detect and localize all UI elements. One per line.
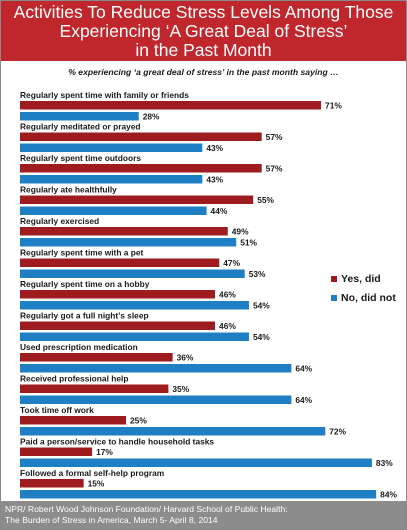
data-label: 47%	[223, 258, 240, 268]
data-label: 57%	[266, 164, 283, 174]
data-label: 43%	[206, 143, 223, 153]
bar-yes-did	[20, 290, 216, 299]
category-label: Regularly meditated or prayed	[20, 122, 141, 132]
data-label: 49%	[232, 227, 249, 237]
data-label: 64%	[295, 364, 312, 374]
bar-yes-did	[20, 384, 169, 393]
bar-no-did-not	[20, 395, 292, 404]
bar-no-did-not	[20, 269, 245, 278]
source-footer: NPR/ Robert Wood Johnson Foundation/ Har…	[1, 501, 406, 529]
data-label: 43%	[206, 175, 223, 185]
data-label: 28%	[143, 112, 160, 122]
category-label: Regularly spent time with family or frie…	[20, 90, 189, 100]
data-label: 84%	[380, 490, 397, 500]
bar-no-did-not	[20, 238, 237, 247]
category-label: Received professional help	[20, 374, 128, 384]
bar-yes-did	[20, 195, 254, 204]
bar-no-did-not	[20, 301, 249, 310]
data-label: 36%	[177, 353, 194, 363]
bar-yes-did	[20, 353, 173, 362]
data-label: 25%	[130, 416, 147, 426]
bar-no-did-not	[20, 364, 292, 373]
data-label: 55%	[257, 195, 274, 205]
bar-chart: Regularly spent time with family or frie…	[20, 90, 397, 500]
data-label: 46%	[219, 290, 236, 300]
bar-yes-did	[20, 321, 216, 330]
source-line-1: NPR/ Robert Wood Johnson Foundation/ Har…	[5, 504, 288, 514]
source-line-2: The Burden of Stress in America, March 5…	[5, 515, 218, 525]
data-label: 72%	[329, 427, 346, 437]
legend-label-yes: Yes, did	[341, 273, 381, 285]
bar-no-did-not	[20, 332, 249, 341]
bar-no-did-not	[20, 206, 207, 215]
data-label: 54%	[253, 332, 270, 342]
category-label: Regularly ate healthfully	[20, 185, 117, 195]
title-banner: Activities To Reduce Stress Levels Among…	[1, 1, 406, 61]
bar-yes-did	[20, 132, 262, 141]
data-label: 44%	[211, 206, 228, 216]
bar-no-did-not	[20, 490, 377, 499]
category-label: Regularly spent time outdoors	[20, 153, 141, 163]
bar-yes-did	[20, 447, 93, 456]
bar-yes-did	[20, 416, 126, 425]
category-label: Regularly exercised	[20, 216, 99, 226]
chart-subtitle: % experiencing ‘a great deal of stress’ …	[68, 67, 339, 77]
chart-title-line-1: Activities To Reduce Stress Levels Among…	[13, 2, 394, 22]
data-label: 46%	[219, 321, 236, 331]
legend-swatch-no	[331, 295, 337, 301]
bar-no-did-not	[20, 143, 203, 152]
bar-yes-did	[20, 227, 228, 236]
chart-title-line-3: in the Past Month	[135, 40, 272, 60]
data-label: 71%	[325, 101, 342, 111]
category-label: Regularly got a full night’s sleep	[20, 311, 149, 321]
chart-title-line-2: Experiencing ‘A Great Deal of Stress’	[59, 21, 348, 41]
data-label: 17%	[96, 447, 113, 457]
data-label: 57%	[266, 132, 283, 142]
bar-yes-did	[20, 101, 322, 110]
category-label: Paid a person/service to handle househol…	[20, 437, 214, 447]
bar-yes-did	[20, 164, 262, 173]
bar-yes-did	[20, 258, 220, 267]
data-label: 54%	[253, 301, 270, 311]
data-label: 51%	[240, 238, 257, 248]
legend-label-no: No, did not	[341, 292, 396, 304]
category-label: Followed a formal self-help program	[20, 468, 164, 478]
legend-swatch-yes	[331, 276, 337, 282]
bar-no-did-not	[20, 427, 326, 436]
category-label: Regularly spent time with a pet	[20, 248, 144, 258]
bar-no-did-not	[20, 458, 372, 467]
data-label: 83%	[376, 458, 393, 468]
category-label: Used prescription medication	[20, 342, 138, 352]
data-label: 53%	[249, 269, 266, 279]
bar-no-did-not	[20, 175, 203, 184]
bar-yes-did	[20, 479, 84, 488]
category-label: Took time off work	[20, 405, 94, 415]
data-label: 64%	[295, 395, 312, 405]
data-label: 15%	[88, 479, 105, 489]
data-label: 35%	[172, 384, 189, 394]
category-label: Regularly spent time on a hobby	[20, 279, 150, 289]
bar-no-did-not	[20, 112, 139, 121]
